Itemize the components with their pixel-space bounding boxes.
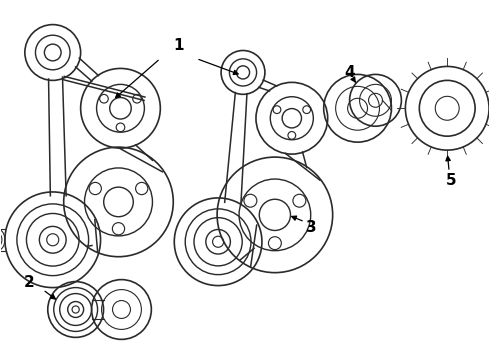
Text: 4: 4 bbox=[344, 65, 355, 80]
Text: 2: 2 bbox=[24, 275, 34, 290]
Text: 5: 5 bbox=[446, 172, 457, 188]
Text: 1: 1 bbox=[173, 38, 184, 53]
Text: 3: 3 bbox=[306, 220, 317, 235]
